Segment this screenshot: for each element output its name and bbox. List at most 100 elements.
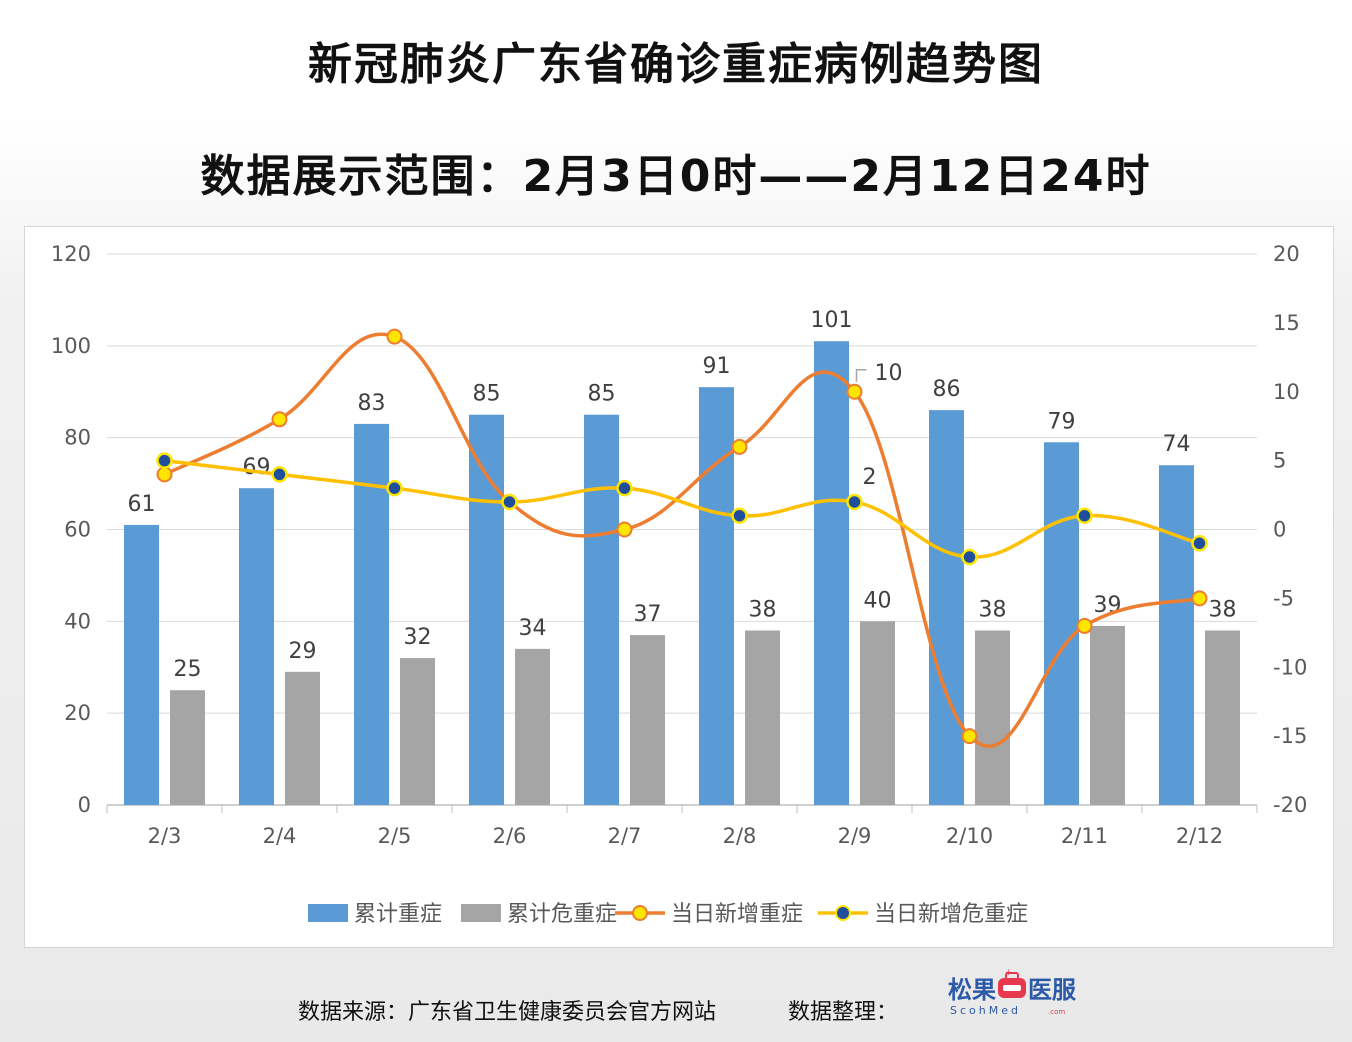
y-left-tick-label: 40 [64,609,91,633]
y-right-tick-label: 5 [1273,449,1286,473]
marker-new-severe [1076,617,1093,634]
x-tick-label: 2/8 [723,824,757,848]
marker-new-critical [1191,535,1208,552]
bar-data-label: 40 [864,588,892,613]
bar-critical [630,635,665,805]
bar-data-label: 101 [811,308,853,333]
y-left-tick-label: 60 [64,518,91,542]
y-right-tick-label: 15 [1273,311,1300,335]
line-new-severe [163,332,1200,748]
y-right-tick-label: 10 [1273,380,1300,404]
bar-severe [584,414,619,805]
bar-critical [515,648,550,805]
bar-critical [975,630,1010,805]
bar-data-label: 38 [1209,598,1237,623]
marker-new-severe [271,411,288,428]
bar-data-label: 85 [588,382,616,407]
bar-data-label: 83 [358,391,386,416]
legend-label: 当日新增危重症 [874,902,1028,927]
y-right-tick-label: -20 [1273,793,1307,817]
label-leader-line [855,369,867,382]
marker-new-critical [156,452,173,469]
x-tick-label: 2/4 [263,824,297,848]
marker-new-critical [846,493,863,511]
y-left-tick-label: 20 [64,701,91,725]
bar-data-label: 91 [703,354,731,379]
bar-critical [745,630,780,805]
legend-marker [835,905,851,921]
bar-data-label: 79 [1048,409,1076,434]
bar-severe [354,423,389,805]
bar-data-label: 32 [404,625,432,650]
line-point-label: 10 [875,361,903,386]
legend-swatch [461,904,501,922]
bar-severe [1044,442,1079,805]
bar-severe [929,410,964,805]
y-left-tick-label: 120 [51,242,91,266]
bar-data-label: 69 [243,455,271,480]
marker-new-critical [271,466,288,483]
bar-critical [1205,630,1240,805]
marker-new-severe [616,521,633,538]
x-tick-label: 2/6 [493,824,527,848]
marker-new-severe [731,438,748,455]
bar-severe [1159,465,1194,805]
marker-new-critical [731,507,748,524]
bar-critical [1090,625,1125,805]
marker-new-critical [1076,507,1093,524]
line-new-critical [164,458,1200,559]
bar-data-label: 38 [979,598,1007,623]
bar-data-label: 61 [128,492,156,517]
marker-new-critical [961,548,978,566]
y-right-tick-label: -10 [1273,655,1307,679]
y-left-tick-label: 0 [78,793,91,817]
chart-title: 新冠肺炎广东省确诊重症病例趋势图 [308,39,1044,90]
bar-data-label: 38 [749,598,777,623]
bar-critical [860,621,895,805]
y-right-tick-label: -15 [1273,724,1307,748]
footer: 数据来源：广东省卫生健康委员会官方网站 数据整理： 松果 + 医服 ScohMe… [0,968,1352,1030]
medkit-icon: + [998,968,1026,998]
bar-data-label: 34 [519,616,547,641]
y-right-tick-label: -5 [1273,586,1294,610]
brand-name-right: 医服 [1028,976,1077,1004]
bar-critical [400,658,435,805]
data-arranged-label: 数据整理： [788,1000,899,1025]
x-tick-label: 2/5 [378,824,412,848]
marker-new-severe [846,383,863,400]
y-left-tick-label: 100 [51,334,91,358]
x-tick-label: 2/9 [838,824,872,848]
marker-new-severe [961,728,978,745]
marker-new-critical [616,479,633,497]
data-source-text: 数据来源：广东省卫生健康委员会官方网站 [298,1000,717,1025]
bar-data-label: 29 [289,639,317,664]
bar-severe [239,488,274,805]
bar-critical [170,690,205,805]
bar-data-label: 25 [174,657,202,682]
bar-data-label: 85 [473,382,501,407]
legend-label: 累计重症 [354,902,442,927]
x-tick-label: 2/3 [148,824,182,848]
chart-subtitle: 数据展示范围：2月3日0时——2月12日24时 [200,151,1152,202]
bar-severe [124,524,159,805]
chart-panel: 0 20 40 60 80 100 120 -20 -15 -10 -5 0 5 10 15 20 2/3 2/4… [24,226,1334,948]
legend-marker [632,905,648,921]
svg-text:+: + [1005,968,1013,978]
bar-severe [469,414,504,805]
marker-new-critical [501,493,518,511]
bar-severe [814,341,849,805]
y-right-tick-label: 0 [1273,518,1286,542]
legend-label: 当日新增重症 [671,902,803,927]
marker-new-severe [156,466,173,483]
line-point-label: 2 [863,465,877,490]
legend-swatch [308,904,348,922]
x-tick-label: 2/12 [1176,824,1223,848]
brand-sub: ScohMed [950,1004,1021,1017]
bar-critical [285,671,320,805]
x-tick-label: 2/11 [1061,824,1108,848]
marker-new-critical [386,479,403,497]
brand-name-left: 松果 [948,976,996,1004]
chart-svg: 0 20 40 60 80 100 120 -20 -15 -10 -5 0 5 10 15 20 2/3 2/4… [51,242,1307,927]
y-left-tick-label: 80 [64,426,91,450]
x-tick-label: 2/10 [946,824,993,848]
